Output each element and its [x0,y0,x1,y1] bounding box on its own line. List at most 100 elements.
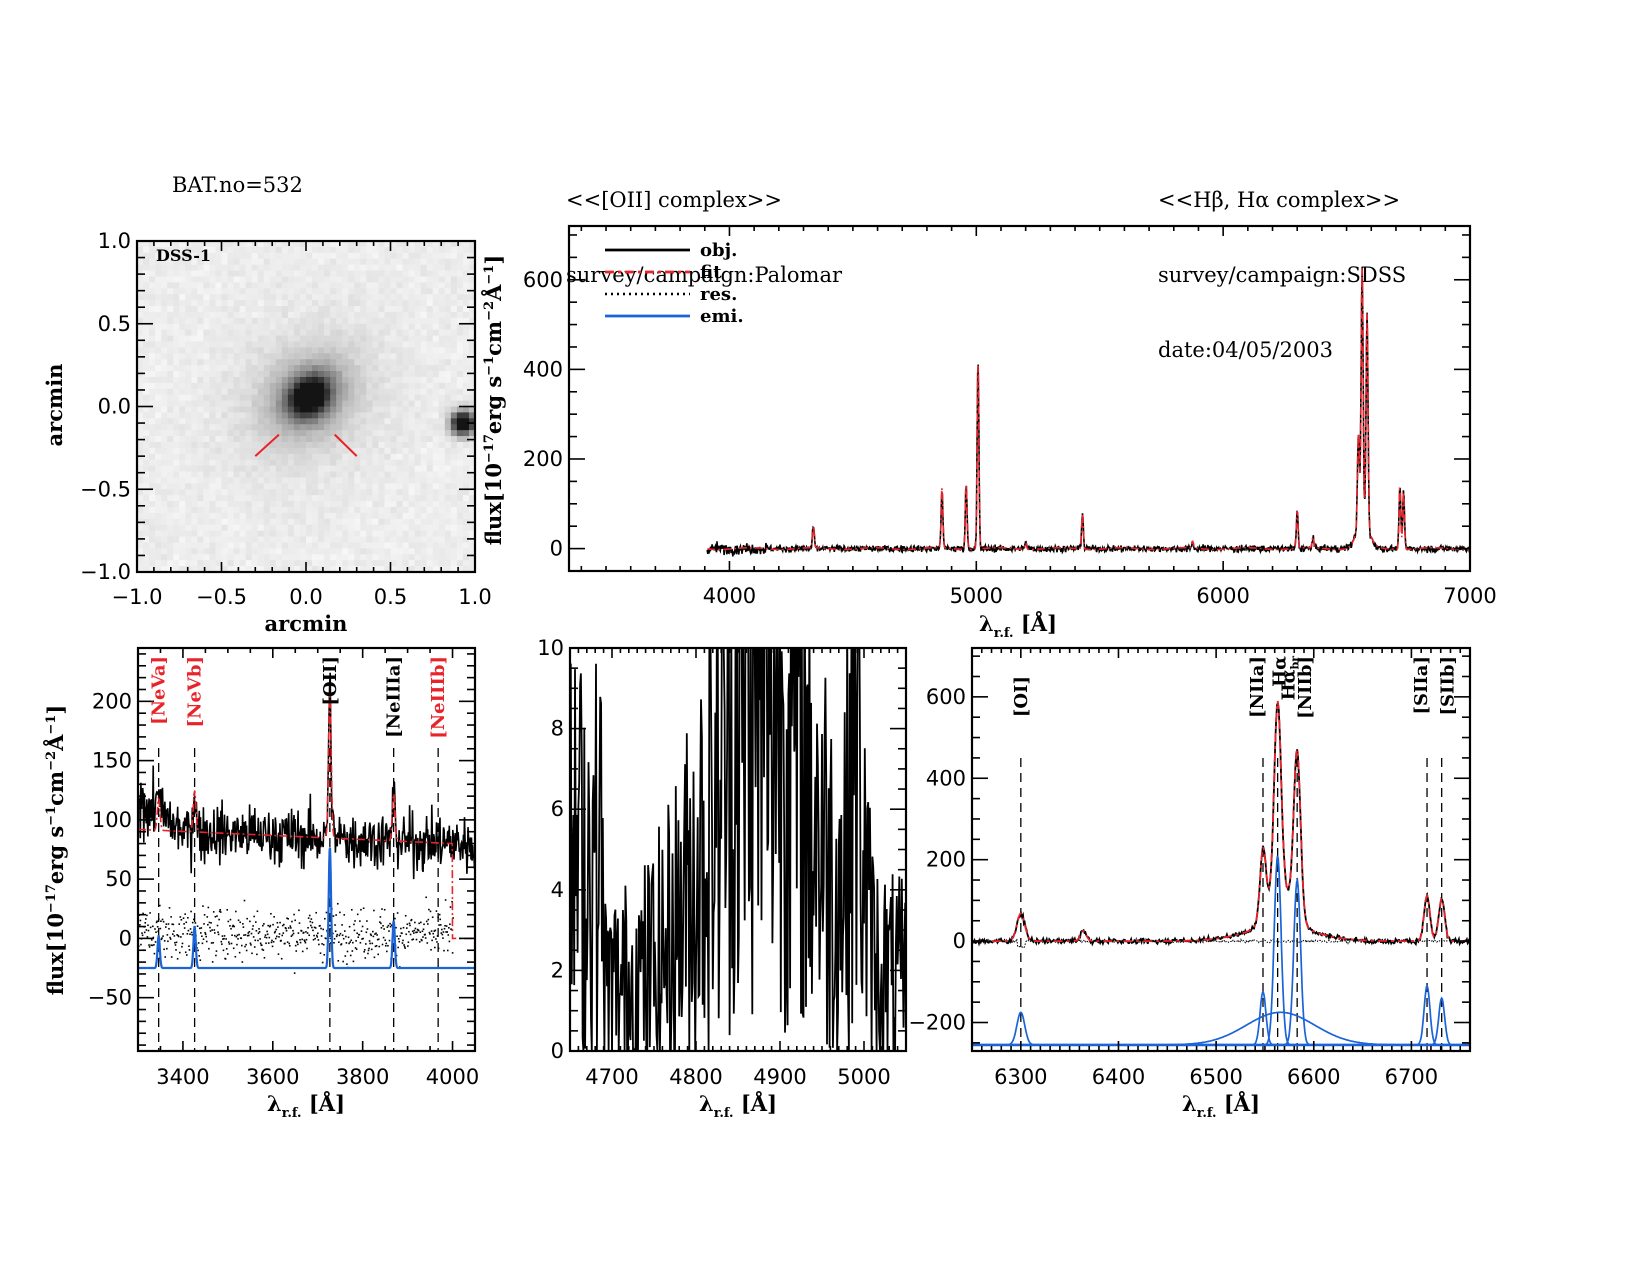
image-pixel [318,252,325,260]
image-pixel [221,418,229,425]
line-label-NeVa: [NeVa] [149,656,170,725]
image-pixel [293,489,301,496]
image-pixel [197,276,204,283]
image-pixel [227,518,235,526]
image-pixel [414,430,422,437]
image-pixel [378,264,386,272]
image-pixel [414,524,422,532]
image-pixel [444,376,452,384]
image-pixel [336,365,343,372]
residual-point [257,932,260,935]
residual-point [418,922,420,925]
residual-point [206,916,209,918]
image-pixel [215,365,223,372]
image-pixel [221,347,229,354]
image-pixel [185,471,192,479]
image-pixel [239,512,247,520]
image-pixel [384,501,392,508]
residual-point [203,914,206,916]
image-pixel [384,424,392,431]
image-pixel [444,447,452,455]
image-pixel [378,341,386,348]
image-pixel [336,489,343,496]
image-pixel [155,518,162,526]
image-pixel [354,554,361,561]
image-pixel [384,246,392,254]
residual-point [431,939,433,942]
image-pixel [269,388,277,396]
image-pixel [257,329,265,337]
image-pixel [318,294,325,301]
image-pixel [185,270,192,278]
image-pixel [342,323,349,331]
image-pixel [438,376,446,384]
image-pixel [378,453,386,461]
image-pixel [221,530,229,538]
image-pixel [312,347,319,354]
image-pixel [221,306,229,313]
image-pixel [360,335,367,343]
image-pixel [227,430,235,437]
image-pixel [426,394,434,402]
image-pixel [173,477,180,484]
image-pixel [203,518,211,526]
image-pixel [354,536,361,544]
image-pixel [432,436,440,443]
image-pixel [420,394,428,402]
image-pixel [384,300,392,307]
image-pixel [257,246,265,254]
image-pixel [384,489,392,496]
image-pixel [191,489,198,496]
image-pixel [408,560,416,567]
image-pixel [197,542,204,549]
image-pixel [366,329,373,337]
residual-point [198,955,200,957]
image-pixel [396,365,404,372]
image-pixel [263,347,271,354]
x-tick-label: 6400 [1092,1065,1145,1089]
image-pixel [287,282,295,289]
image-pixel [408,388,416,396]
image-pixel [281,294,289,301]
image-pixel [257,365,265,372]
image-pixel [245,252,253,260]
image-pixel [462,382,470,390]
image-pixel [263,477,271,484]
image-pixel [372,241,380,248]
image-pixel [239,424,247,431]
image-pixel [173,548,180,555]
residual-point [298,922,301,924]
image-pixel [185,495,192,502]
image-pixel [239,365,247,372]
image-pixel [420,554,428,561]
image-pixel [366,506,373,514]
image-pixel [444,501,452,508]
image-pixel [324,311,331,319]
image-pixel [360,329,367,337]
image-pixel [306,317,313,325]
image-pixel [173,288,180,295]
image-pixel [444,311,452,319]
image-pixel [390,282,398,289]
residual-point [338,941,340,944]
image-pixel [251,341,259,348]
image-pixel [173,430,180,437]
image-pixel [426,447,434,455]
image-pixel [324,241,331,248]
image-pixel [281,288,289,295]
image-pixel [420,489,428,496]
image-pixel [318,264,325,272]
image-pixel [360,554,367,561]
residual-point [242,923,244,925]
image-pixel [348,329,355,337]
image-pixel [312,382,319,390]
image-pixel [366,418,373,425]
y-tick-label: 8 [551,717,564,741]
image-pixel [348,501,355,508]
image-pixel [185,441,192,449]
residual-point [229,918,232,921]
image-pixel [354,424,361,431]
image-pixel [251,359,259,366]
image-pixel [173,258,180,266]
image-pixel [281,353,289,360]
